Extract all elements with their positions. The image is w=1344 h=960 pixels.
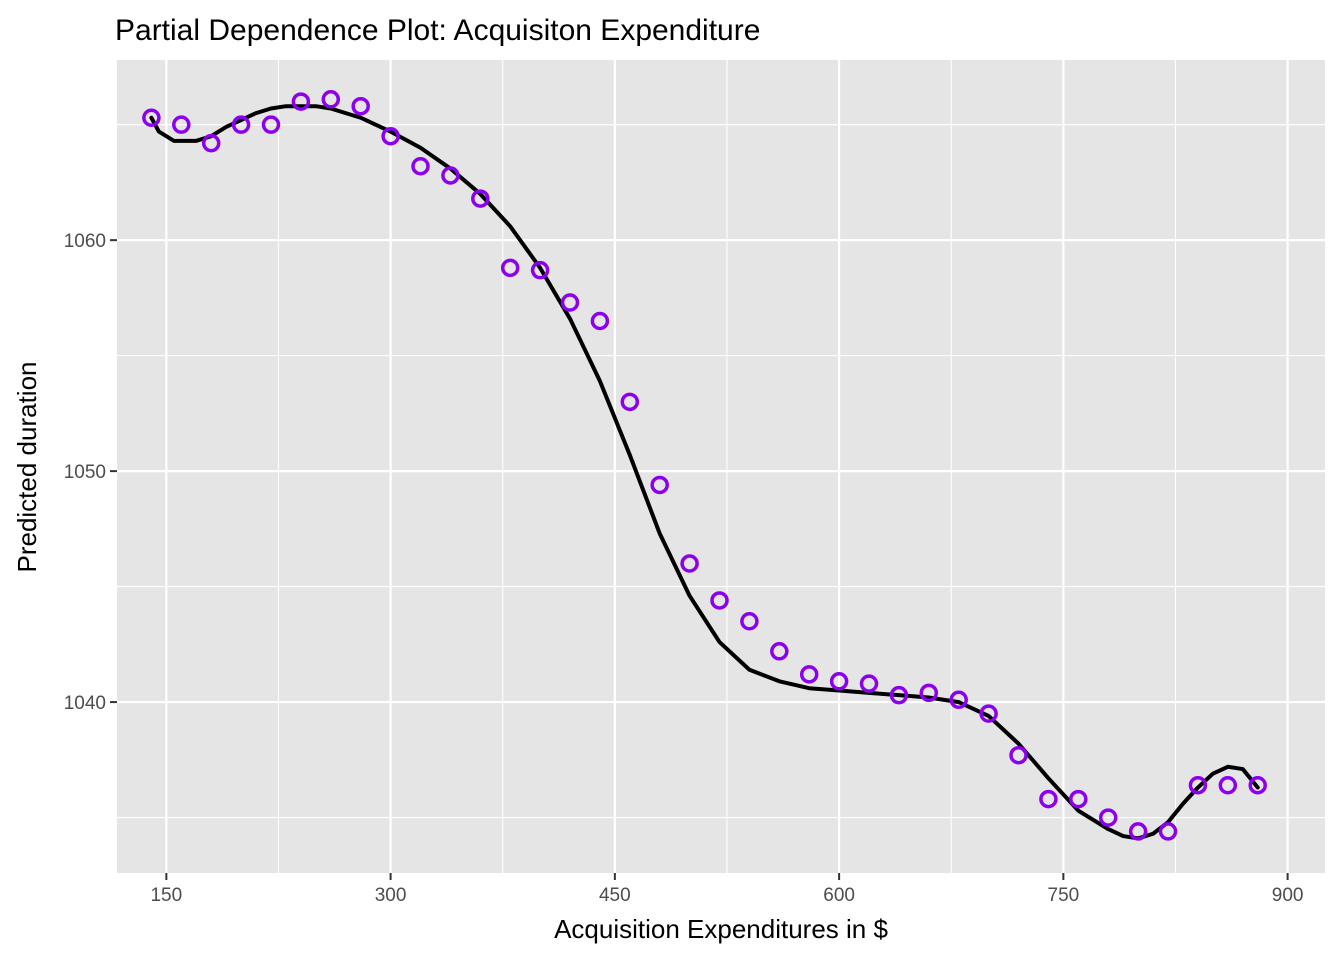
data-point — [351, 96, 370, 116]
major-gridlines — [117, 60, 1325, 873]
x-tick-label: 600 — [823, 885, 855, 906]
x-axis-ticks: 150 300 450 600 750 900 — [150, 873, 1303, 906]
data-point — [441, 166, 460, 185]
data-point — [590, 311, 610, 331]
x-axis-title: Acquisition Expenditures in $ — [554, 914, 888, 944]
data-point — [411, 156, 430, 176]
data-point — [1009, 745, 1028, 765]
data-point — [919, 683, 939, 703]
x-tick-label: 150 — [150, 885, 182, 906]
data-point — [1248, 775, 1267, 795]
data-point — [261, 115, 281, 134]
data-point — [321, 90, 341, 109]
chart-title: Partial Dependence Plot: Acquisiton Expe… — [115, 14, 760, 47]
plot-panel — [117, 60, 1325, 873]
x-tick-label: 450 — [599, 885, 631, 906]
y-axis-ticks: 1040 1050 1060 — [64, 231, 117, 714]
data-point — [979, 704, 998, 723]
x-tick-label: 750 — [1048, 885, 1080, 906]
minor-gridlines — [117, 60, 1325, 873]
data-point — [381, 126, 400, 146]
data-point — [471, 189, 490, 208]
data-point — [799, 665, 819, 684]
y-tick-label: 1060 — [64, 231, 106, 252]
data-point — [710, 591, 729, 610]
data-point — [1158, 822, 1178, 841]
data-point — [680, 554, 699, 573]
data-point — [231, 115, 251, 134]
data-point — [650, 475, 669, 495]
data-point — [1188, 775, 1208, 795]
data-point — [500, 258, 520, 278]
x-tick-label: 900 — [1272, 885, 1304, 906]
data-point — [560, 293, 580, 312]
y-tick-label: 1050 — [64, 462, 106, 483]
data-point — [172, 115, 191, 134]
x-tick-label: 300 — [375, 885, 407, 906]
data-point — [889, 685, 909, 705]
data-point — [1039, 789, 1058, 809]
smooth-line — [149, 104, 1260, 841]
data-point — [1128, 822, 1148, 841]
data-point — [770, 642, 789, 661]
data-points-layer — [142, 90, 1267, 841]
data-point — [1098, 808, 1118, 827]
data-point — [530, 260, 550, 280]
data-point — [740, 611, 759, 631]
data-point — [1218, 775, 1238, 795]
data-point — [949, 690, 968, 710]
data-point — [142, 108, 161, 127]
data-point — [859, 674, 879, 693]
data-point — [829, 672, 849, 691]
y-axis-title: Predicted duration — [12, 361, 42, 572]
data-point — [201, 133, 221, 153]
smooth-curve-layer — [149, 104, 1260, 841]
data-point — [291, 92, 311, 111]
data-point — [1069, 789, 1088, 809]
data-point — [620, 392, 640, 412]
y-tick-label: 1040 — [64, 693, 106, 714]
